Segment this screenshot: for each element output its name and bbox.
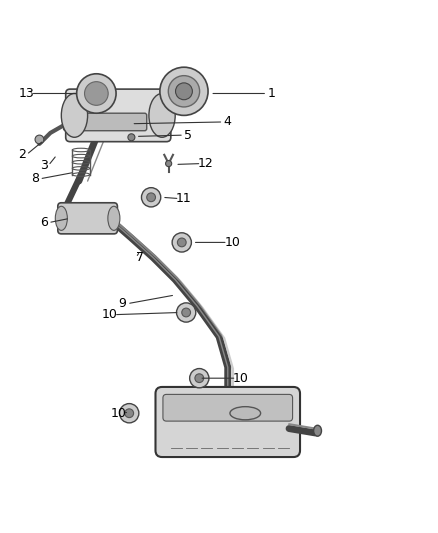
Ellipse shape [149, 93, 175, 138]
Text: 10: 10 [224, 236, 240, 249]
FancyBboxPatch shape [66, 89, 171, 142]
FancyBboxPatch shape [155, 387, 300, 457]
Text: 13: 13 [18, 87, 34, 100]
Ellipse shape [314, 425, 321, 436]
Text: 2: 2 [18, 148, 26, 161]
Circle shape [177, 238, 186, 247]
Ellipse shape [230, 407, 261, 420]
Circle shape [85, 82, 108, 106]
Text: 4: 4 [224, 116, 232, 128]
Text: 10: 10 [233, 372, 249, 385]
Text: 10: 10 [110, 407, 126, 419]
Ellipse shape [61, 93, 88, 138]
Circle shape [147, 193, 155, 201]
Circle shape [182, 308, 191, 317]
Circle shape [172, 233, 191, 252]
Circle shape [125, 409, 134, 418]
Circle shape [177, 303, 196, 322]
Circle shape [176, 83, 192, 100]
Text: 12: 12 [198, 157, 214, 170]
Ellipse shape [108, 206, 120, 230]
Circle shape [160, 67, 208, 115]
Text: 10: 10 [102, 308, 117, 321]
Text: 7: 7 [136, 251, 144, 264]
FancyBboxPatch shape [163, 394, 293, 421]
Text: 6: 6 [40, 216, 48, 229]
Text: 9: 9 [119, 297, 127, 310]
Text: 1: 1 [268, 87, 276, 100]
Text: 5: 5 [184, 128, 192, 142]
Circle shape [195, 374, 204, 383]
Ellipse shape [55, 206, 67, 230]
FancyBboxPatch shape [64, 113, 147, 131]
Circle shape [120, 403, 139, 423]
FancyBboxPatch shape [58, 203, 117, 234]
Circle shape [141, 188, 161, 207]
Circle shape [128, 134, 135, 141]
Circle shape [166, 160, 172, 167]
Circle shape [190, 368, 209, 388]
Text: 11: 11 [176, 192, 192, 205]
Circle shape [168, 76, 200, 107]
Text: 8: 8 [31, 172, 39, 185]
Text: 3: 3 [40, 159, 48, 172]
Circle shape [77, 74, 116, 113]
Circle shape [35, 135, 44, 144]
